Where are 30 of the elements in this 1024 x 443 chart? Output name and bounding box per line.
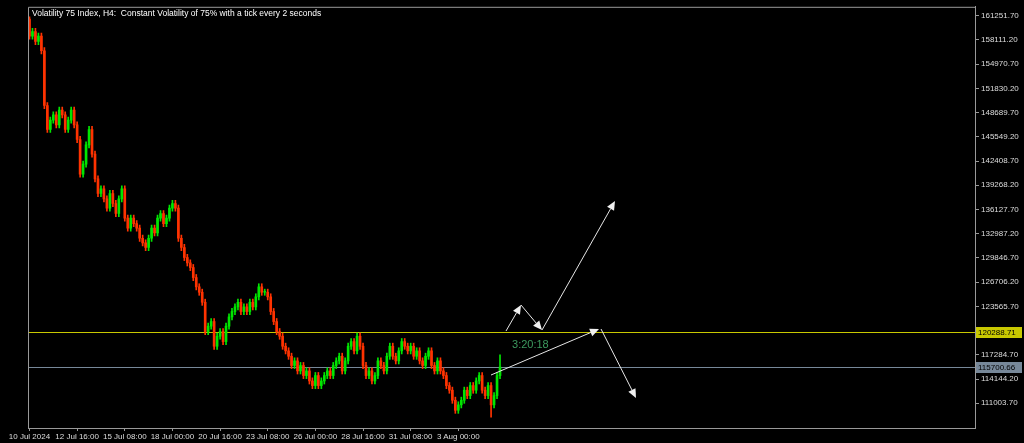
y-tick-label: 148689.70 [981,107,1020,117]
y-tick-label: 111003.70 [981,398,1019,408]
y-tick-label: 123565.70 [981,301,1020,311]
x-tick-label: 31 Jul 08:00 [388,432,434,441]
y-tick-label: 132987.20 [981,228,1020,238]
y-tick-label: 161251.70 [981,10,1020,20]
x-tick-label: 20 Jul 16:00 [198,432,243,441]
x-tick-label: 28 Jul 16:00 [341,432,386,441]
y-tick-label: 117284.70 [981,350,1019,360]
x-tick-label: 15 Jul 08:00 [102,432,148,441]
y-tick-label: 129846.70 [981,253,1020,263]
x-tick-label: 18 Jul 00:00 [150,432,195,441]
y-tick-label: 151830.20 [981,83,1020,93]
y-tick-label: 126706.20 [981,277,1020,287]
y-tick-label: 154970.70 [981,59,1020,69]
y-tick-label: 139268.20 [981,180,1020,190]
y-tick-label: 114144.20 [981,374,1019,384]
x-tick-label: 3 Aug 00:00 [436,432,481,441]
x-tick-label: 23 Jul 08:00 [245,432,291,441]
annotation: 3:20:18 [512,338,549,351]
ref-line-label: 120288.71 [978,328,1017,338]
y-tick-label: 158111.20 [981,35,1019,45]
x-tick-label: 10 Jul 2024 [8,432,51,441]
x-tick-label: 26 Jul 00:00 [293,432,338,441]
chart-title: Volatility 75 Index, H4: Constant Volatility of 75% with a tick every 2 seconds [32,8,322,19]
y-tick-label: 136127.70 [981,204,1020,214]
y-tick-label: 145549.20 [981,132,1020,141]
y-tick-label: 142408.70 [981,156,1020,166]
ref-line-label: 115700.66 [978,363,1016,373]
x-tick-label: 12 Jul 16:00 [55,432,100,441]
